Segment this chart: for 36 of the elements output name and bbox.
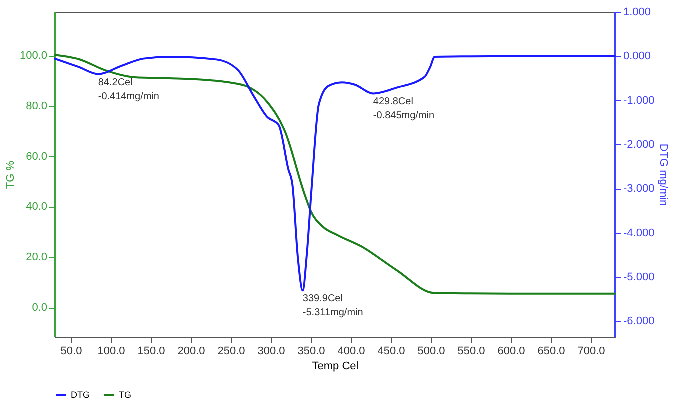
y2-tick-label: 1.000: [624, 6, 652, 18]
annotation: 339.9Cel -5.311mg/min: [302, 294, 364, 319]
x-tick-label: 200.0: [178, 346, 206, 358]
x-tick-label: 650.0: [538, 346, 566, 358]
x-tick-label: 500.0: [418, 346, 446, 358]
annotation: 84.2Cel -0.414mg/min: [98, 77, 160, 102]
y-tick-label: 100.0: [20, 50, 48, 62]
y2-tick-label: 0.000: [624, 50, 652, 63]
y-axis-title: TG %: [4, 160, 17, 190]
y-tick-label: 40.0: [26, 201, 48, 214]
y-tick-label: 60.0: [26, 150, 48, 163]
x-tick-label: 50.0: [60, 346, 82, 358]
y2-tick-label: -3.000: [624, 183, 655, 196]
x-tick-label: 250.0: [218, 346, 246, 358]
y2-tick-label: -6.000: [624, 316, 655, 328]
y2-tick-label: -4.000: [624, 227, 655, 240]
x-tick-label: 600.0: [498, 346, 526, 358]
x-axis-title: Temp Cel: [312, 360, 359, 372]
x-tick-label: 700.0: [578, 346, 606, 358]
y-tick-label: 20.0: [26, 252, 48, 264]
x-tick-label: 150.0: [138, 346, 166, 358]
legend-label: TG: [119, 390, 132, 400]
x-tick-label: 300.0: [258, 346, 286, 358]
x-tick-label: 100.0: [98, 346, 126, 358]
annotation: 429.8Cel -0.845mg/min: [373, 96, 435, 122]
x-tick-label: 550.0: [458, 346, 486, 358]
y2-axis-title: DTG mg/min: [658, 144, 670, 206]
x-tick-label: 450.0: [378, 346, 406, 358]
x-tick-label: 350.0: [298, 346, 326, 358]
y2-tick-label: -1.000: [624, 94, 655, 107]
x-tick-label: 400.0: [338, 346, 366, 358]
y2-tick-label: -2.000: [624, 138, 655, 151]
y-tick-label: 0.0: [32, 302, 48, 314]
y2-tick-label: -5.000: [624, 271, 655, 284]
y-tick-label: 80.0: [26, 100, 48, 112]
legend-label: DTG: [71, 390, 90, 400]
